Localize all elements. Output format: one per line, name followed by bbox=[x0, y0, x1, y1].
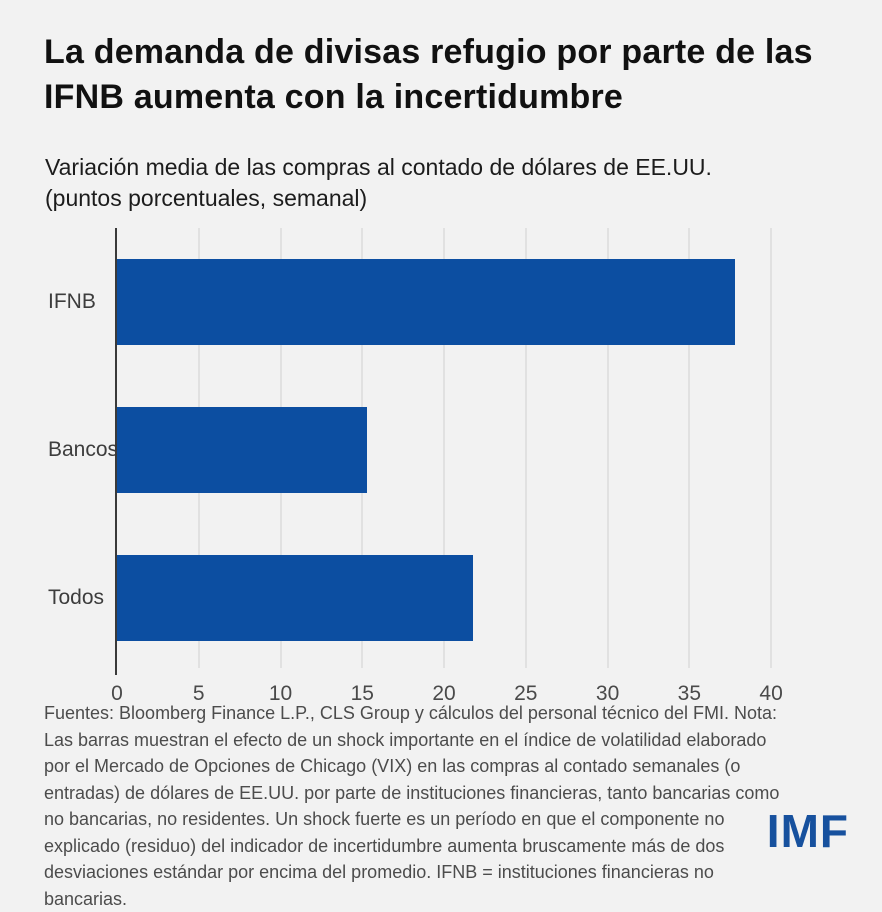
category-label-ifnb: IFNB bbox=[48, 290, 96, 313]
x-tick-label-5: 5 bbox=[192, 682, 205, 705]
bar-row-ifnb: IFNB bbox=[48, 228, 812, 376]
x-tick-label-25: 25 bbox=[514, 682, 538, 705]
imf-logo: IMF bbox=[766, 805, 849, 857]
chart-title-line2: IFNB aumenta con la incertidumbre bbox=[44, 78, 624, 116]
infographic-page: La demanda de divisas refugio por parte … bbox=[44, 30, 855, 909]
x-tick-label-20: 20 bbox=[432, 682, 456, 705]
x-tick-label-15: 15 bbox=[350, 682, 374, 705]
gridline-20 bbox=[443, 228, 446, 668]
chart-title-line1: La demanda de divisas refugio por parte … bbox=[44, 33, 813, 71]
bar-track-bancos bbox=[117, 407, 812, 493]
gridline-25 bbox=[524, 228, 527, 668]
bar-track-todos bbox=[117, 555, 812, 641]
bar-todos bbox=[117, 555, 474, 641]
chart-subtitle-line1: Variación media de las compras al contad… bbox=[45, 154, 712, 180]
chart-title: La demanda de divisas refugio por parte … bbox=[44, 30, 854, 120]
bar-track-ifnb bbox=[117, 259, 812, 345]
chart-subtitle: Variación media de las compras al contad… bbox=[45, 152, 855, 214]
plot-area: IFNB Bancos Todos bbox=[48, 228, 812, 675]
x-axis-ticks: 0 5 10 15 20 25 30 35 40 bbox=[111, 682, 812, 708]
category-label-bancos: Bancos bbox=[48, 438, 119, 461]
source-note: Fuentes: Bloomberg Finance L.P., CLS Gro… bbox=[44, 703, 780, 909]
bar-rows: IFNB Bancos Todos bbox=[48, 228, 812, 672]
y-axis-line bbox=[115, 228, 117, 675]
bar-row-todos: Todos bbox=[48, 524, 812, 672]
bar-row-bancos: Bancos bbox=[48, 376, 812, 524]
gridline-35 bbox=[688, 228, 691, 668]
chart-subtitle-line2: (puntos porcentuales, semanal) bbox=[45, 185, 368, 211]
x-tick-label-30: 30 bbox=[595, 682, 620, 705]
x-tick-label-0: 0 bbox=[111, 682, 123, 705]
gridline-30 bbox=[606, 228, 609, 668]
x-tick-label-40: 40 bbox=[759, 682, 783, 705]
x-tick-label-10: 10 bbox=[268, 682, 293, 705]
category-label-todos: Todos bbox=[48, 586, 105, 609]
bar-ifnb bbox=[117, 259, 736, 345]
gridline-40 bbox=[770, 228, 773, 668]
x-tick-label-35: 35 bbox=[677, 682, 702, 705]
bar-bancos bbox=[117, 407, 368, 493]
